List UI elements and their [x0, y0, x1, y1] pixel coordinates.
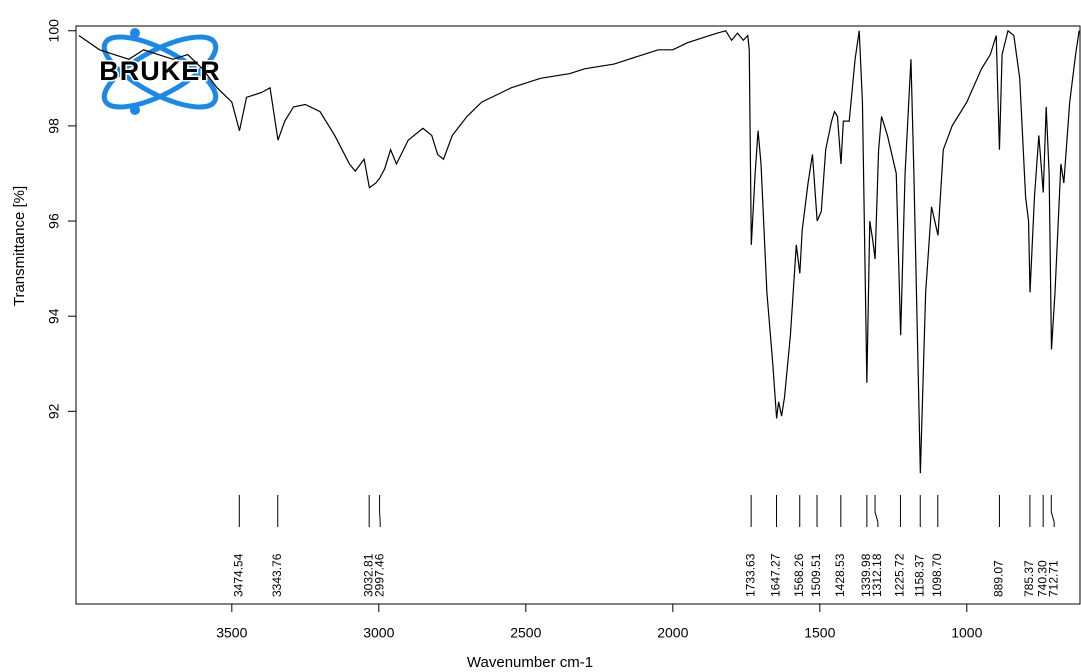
logo-orbit	[101, 34, 219, 110]
peak-marker	[1050, 495, 1055, 527]
peak-label: 1225.72	[893, 553, 907, 597]
y-tick-label: 100	[46, 19, 62, 43]
peak-label: 712.71	[1046, 560, 1060, 597]
peak-marker	[379, 495, 381, 527]
spectrum-line	[78, 29, 1080, 474]
x-tick-label: 1000	[951, 625, 982, 641]
peak-label: 1312.18	[870, 553, 884, 597]
y-tick-label: 92	[46, 403, 62, 419]
y-tick-label: 98	[46, 118, 62, 134]
peak-label: 3032.81	[361, 553, 375, 597]
peak-label: 889.07	[992, 560, 1006, 597]
y-axis-label: Transmittance [%]	[11, 186, 28, 306]
peak-marker	[874, 495, 879, 527]
peak-label: 1647.27	[769, 553, 783, 597]
x-tick-label: 2500	[510, 625, 541, 641]
peak-label: 2997.46	[372, 553, 386, 597]
peak-label: 1568.26	[792, 553, 806, 597]
peak-label: 3474.54	[231, 553, 245, 597]
peak-label: 740.30	[1035, 560, 1049, 597]
x-tick-label: 3500	[216, 625, 247, 641]
logo: BRUKER	[98, 28, 221, 115]
logo-dot	[130, 28, 140, 38]
plot-frame	[75, 25, 1081, 605]
logo-dot	[130, 105, 140, 115]
peak-label: 785.37	[1022, 560, 1036, 597]
x-axis-label: Wavenumber cm-1	[467, 654, 593, 671]
peak-label: 1509.51	[809, 553, 823, 597]
y-tick-label: 96	[46, 213, 62, 229]
peak-label: 1098.70	[930, 553, 944, 597]
x-tick-label: 2000	[657, 625, 688, 641]
peak-label: 1158.37	[912, 554, 926, 597]
x-tick-label: 1500	[804, 625, 835, 641]
x-tick-label: 3000	[363, 625, 394, 641]
logo-text: BRUKER	[99, 56, 221, 86]
peak-label: 3343.76	[270, 553, 284, 597]
logo-orbit	[101, 34, 219, 110]
y-tick-label: 94	[46, 308, 62, 324]
peak-label: 1733.63	[743, 553, 757, 597]
peak-label: 1339.98	[859, 553, 873, 597]
peak-label: 1428.53	[833, 553, 847, 597]
